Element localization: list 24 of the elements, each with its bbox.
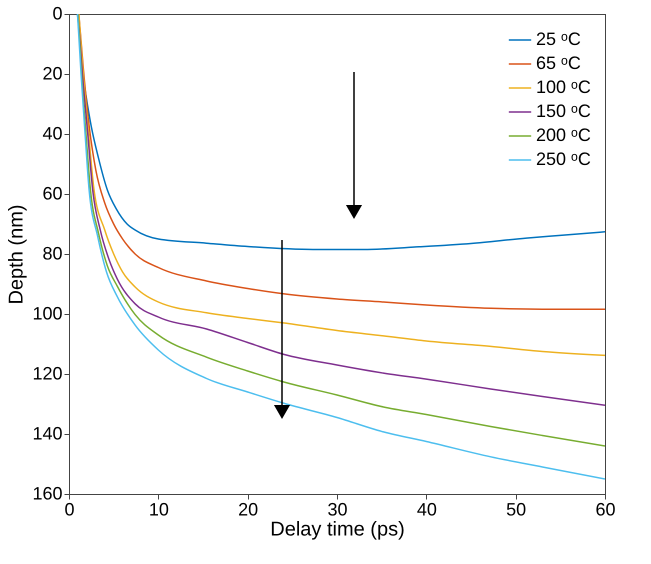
x-tick-label: 0 (64, 500, 75, 520)
y-tick-label: 120 (32, 364, 62, 384)
y-axis-title: Depth (nm) (5, 204, 28, 305)
legend-label: 250 ᵒC (536, 149, 591, 169)
legend-label: 100 ᵒC (536, 77, 591, 97)
y-tick-label: 140 (32, 424, 62, 444)
x-tick-label: 50 (506, 500, 526, 520)
y-tick-label: 0 (52, 4, 62, 24)
x-tick-label: 20 (238, 500, 258, 520)
y-tick-label: 160 (32, 484, 62, 504)
x-axis-title: Delay time (ps) (270, 518, 405, 540)
legend-label: 25 ᵒC (536, 29, 581, 49)
y-tick-label: 100 (32, 304, 62, 324)
legend-label: 150 ᵒC (536, 101, 591, 121)
x-tick-label: 60 (595, 500, 616, 520)
y-tick-label: 40 (42, 124, 62, 144)
y-tick-label: 20 (42, 64, 62, 84)
y-tick-label: 60 (42, 184, 62, 204)
x-tick-label: 10 (148, 500, 169, 520)
y-tick-label: 80 (42, 244, 62, 264)
x-tick-label: 30 (327, 500, 348, 520)
legend-label: 65 ᵒC (536, 53, 581, 73)
legend-label: 200 ᵒC (536, 125, 591, 145)
x-tick-label: 40 (416, 500, 437, 520)
